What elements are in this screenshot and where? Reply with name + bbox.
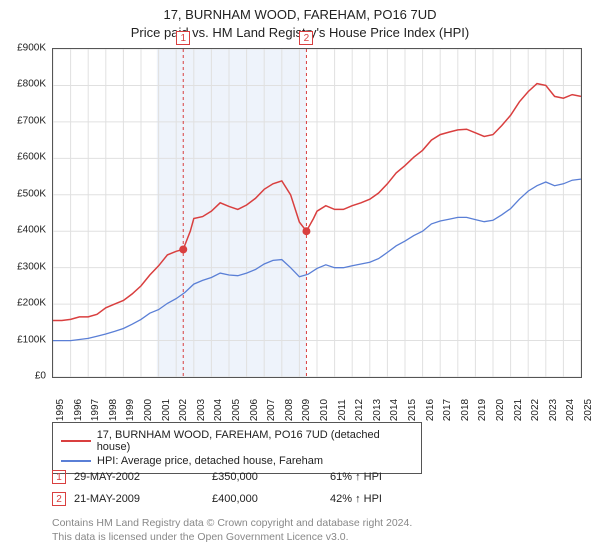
x-tick-label: 2000 xyxy=(143,399,154,421)
footer: Contains HM Land Registry data © Crown c… xyxy=(52,516,412,544)
y-tick-label: £600K xyxy=(17,152,46,163)
data-pct-1: 61% ↑ HPI xyxy=(330,471,450,483)
x-tick-label: 2004 xyxy=(213,399,224,421)
x-tick-label: 2006 xyxy=(249,399,260,421)
marker-box-2: 2 xyxy=(52,492,66,506)
y-tick-label: £500K xyxy=(17,188,46,199)
data-pct-2: 42% ↑ HPI xyxy=(330,493,450,505)
data-row-1: 1 29-MAY-2002 £350,000 61% ↑ HPI xyxy=(52,466,450,488)
x-tick-label: 1995 xyxy=(55,399,66,421)
legend-row-1: 17, BURNHAM WOOD, FAREHAM, PO16 7UD (det… xyxy=(61,428,413,454)
x-tick-label: 2001 xyxy=(161,399,172,421)
chart-marker-1: 1 xyxy=(176,31,190,45)
data-row-2: 2 21-MAY-2009 £400,000 42% ↑ HPI xyxy=(52,488,450,510)
y-axis: £0£100K£200K£300K£400K£500K£600K£700K£80… xyxy=(0,48,50,378)
x-tick-label: 2009 xyxy=(301,399,312,421)
x-tick-label: 2010 xyxy=(319,399,330,421)
x-tick-label: 2012 xyxy=(354,399,365,421)
x-tick-label: 1996 xyxy=(73,399,84,421)
x-tick-label: 2023 xyxy=(548,399,559,421)
x-tick-label: 2013 xyxy=(372,399,383,421)
legend-swatch-2 xyxy=(61,460,91,462)
data-price-1: £350,000 xyxy=(212,471,322,483)
x-tick-label: 2017 xyxy=(442,399,453,421)
x-tick-label: 2011 xyxy=(337,399,348,421)
legend-label-1: 17, BURNHAM WOOD, FAREHAM, PO16 7UD (det… xyxy=(97,429,413,453)
footer-line1: Contains HM Land Registry data © Crown c… xyxy=(52,516,412,530)
y-tick-label: £700K xyxy=(17,115,46,126)
x-tick-label: 1997 xyxy=(90,399,101,421)
x-tick-label: 2007 xyxy=(266,399,277,421)
x-tick-label: 2022 xyxy=(530,399,541,421)
x-tick-label: 2025 xyxy=(583,399,594,421)
x-tick-label: 1999 xyxy=(125,399,136,421)
x-tick-label: 2003 xyxy=(196,399,207,421)
legend-swatch-1 xyxy=(61,440,91,442)
chart-marker-2: 2 xyxy=(299,31,313,45)
x-tick-label: 2021 xyxy=(513,399,524,421)
x-tick-label: 2014 xyxy=(389,399,400,421)
data-table: 1 29-MAY-2002 £350,000 61% ↑ HPI 2 21-MA… xyxy=(52,466,450,510)
x-tick-label: 2020 xyxy=(495,399,506,421)
x-tick-label: 2018 xyxy=(460,399,471,421)
x-tick-label: 2024 xyxy=(565,399,576,421)
x-tick-label: 2016 xyxy=(425,399,436,421)
x-tick-label: 2005 xyxy=(231,399,242,421)
y-tick-label: £100K xyxy=(17,334,46,345)
y-tick-label: £800K xyxy=(17,79,46,90)
y-tick-label: £400K xyxy=(17,225,46,236)
data-date-2: 21-MAY-2009 xyxy=(74,493,204,505)
x-tick-label: 2019 xyxy=(477,399,488,421)
chart-area: 1 2 xyxy=(52,48,582,378)
data-price-2: £400,000 xyxy=(212,493,322,505)
x-tick-label: 2008 xyxy=(284,399,295,421)
x-tick-label: 2015 xyxy=(407,399,418,421)
y-tick-label: £0 xyxy=(35,371,46,382)
marker-box-1: 1 xyxy=(52,470,66,484)
x-tick-label: 1998 xyxy=(108,399,119,421)
y-tick-label: £200K xyxy=(17,298,46,309)
y-tick-label: £900K xyxy=(17,43,46,54)
y-tick-label: £300K xyxy=(17,261,46,272)
footer-line2: This data is licensed under the Open Gov… xyxy=(52,530,412,544)
x-axis: 1995 1996 1997 1998 1999 2000 2001 2002 2003 2004… xyxy=(52,380,582,420)
chart-container: 17, BURNHAM WOOD, FAREHAM, PO16 7UD Pric… xyxy=(0,0,600,560)
title-line1: 17, BURNHAM WOOD, FAREHAM, PO16 7UD xyxy=(0,6,600,24)
x-tick-label: 2002 xyxy=(178,399,189,421)
data-date-1: 29-MAY-2002 xyxy=(74,471,204,483)
chart-svg xyxy=(53,49,581,377)
